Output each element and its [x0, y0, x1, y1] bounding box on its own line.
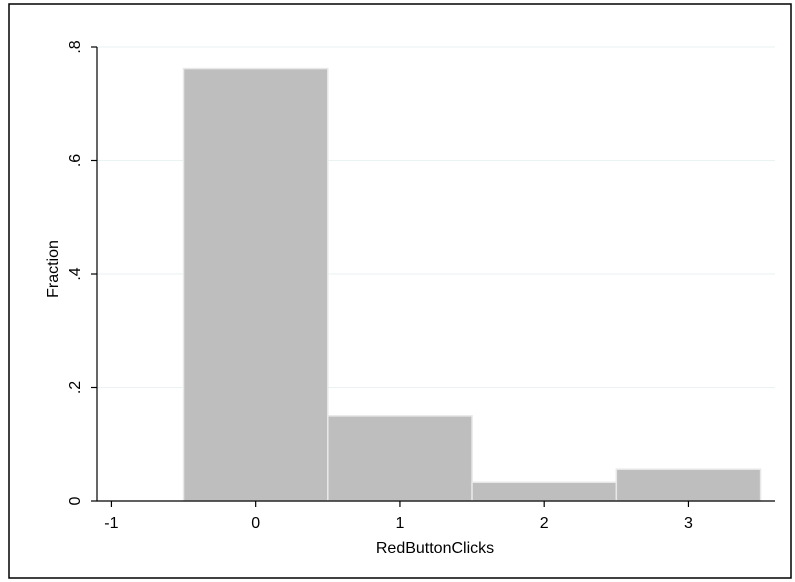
- x-tick-label-4: 3: [684, 515, 693, 532]
- y-tick-label-1: .2: [67, 381, 84, 394]
- tick-labels: -1 0 1 2 3 0 .2 .4 .6 .8: [67, 40, 693, 532]
- axes: [91, 46, 775, 507]
- y-tick-label-3: .6: [67, 154, 84, 167]
- x-tick-label-1: 0: [251, 515, 260, 532]
- y-axis-label: Fraction: [45, 240, 62, 298]
- y-tick-label-4: .8: [67, 40, 84, 53]
- bar-3: [615, 468, 762, 502]
- bar-2: [471, 481, 618, 502]
- y-tick-label-0: 0: [67, 496, 84, 505]
- y-tick-label-2: .4: [67, 267, 84, 280]
- x-axis-label: RedButtonClicks: [376, 540, 494, 557]
- x-tick-label-0: -1: [104, 515, 118, 532]
- bar-1: [327, 415, 473, 502]
- bar-0: [182, 67, 329, 502]
- x-tick-label-3: 2: [540, 515, 549, 532]
- x-tick-label-2: 1: [395, 515, 404, 532]
